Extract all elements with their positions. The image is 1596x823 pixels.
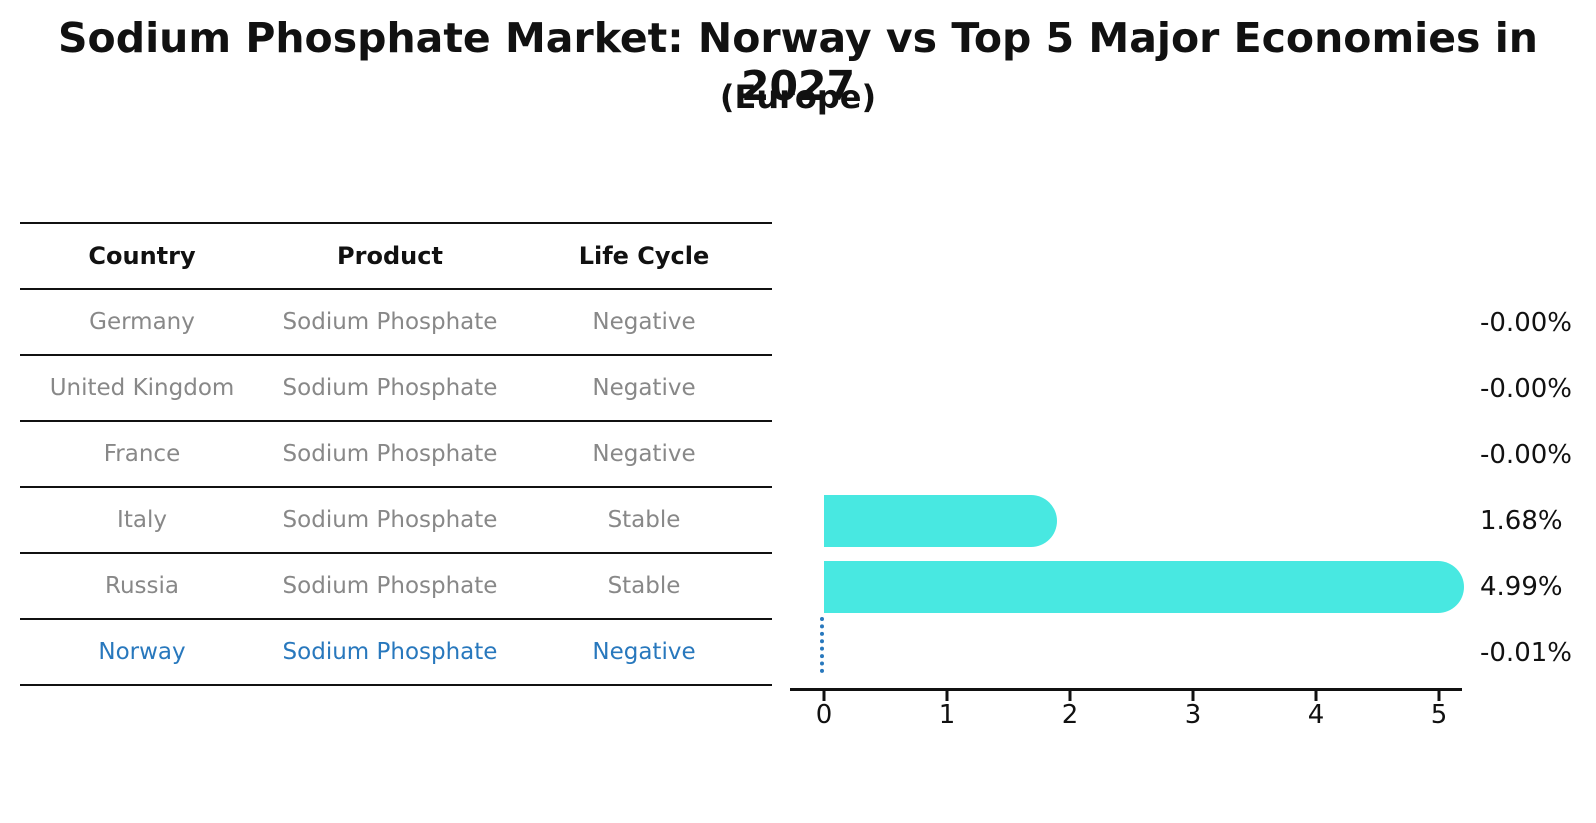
- country-table: Country Product Life Cycle Germany Sodium…: [20, 222, 772, 686]
- table-cell-country: Italy: [117, 507, 167, 533]
- table-body: Germany Sodium Phosphate Negative United Ki…: [20, 290, 772, 686]
- value-label: 4.99%: [1480, 572, 1563, 602]
- table-row: United Kingdom Sodium Phosphate Negative: [20, 356, 772, 422]
- table-cell-product: Sodium Phosphate: [282, 309, 498, 335]
- x-axis-tick: [1437, 691, 1441, 701]
- table-cell-country: Russia: [105, 573, 179, 599]
- x-axis-tick-label: 1: [938, 700, 956, 730]
- table-header-country: Country: [88, 242, 196, 270]
- table-cell-life-cycle: Negative: [592, 309, 696, 335]
- table-cell-product: Sodium Phosphate: [282, 441, 498, 467]
- table-cell-country: France: [103, 441, 181, 467]
- table-header-row: Country Product Life Cycle: [20, 222, 772, 290]
- x-axis-tick: [945, 691, 949, 701]
- x-axis-tick: [1068, 691, 1072, 701]
- table-header-product: Product: [337, 242, 443, 270]
- table-row: Russia Sodium Phosphate Stable: [20, 554, 772, 620]
- table-cell-country: United Kingdom: [49, 375, 235, 401]
- table-cell-life-cycle: Negative: [592, 639, 696, 665]
- table-cell-product: Sodium Phosphate: [282, 507, 498, 533]
- value-label: 1.68%: [1480, 506, 1563, 536]
- table-header-life-cycle: Life Cycle: [578, 242, 710, 270]
- table-cell-life-cycle: Stable: [607, 573, 681, 599]
- value-label: -0.00%: [1480, 374, 1572, 404]
- value-label: -0.00%: [1480, 440, 1572, 470]
- x-axis-tick-label: 3: [1184, 700, 1202, 730]
- table-cell-product: Sodium Phosphate: [282, 375, 498, 401]
- value-bar-russia: [824, 561, 1464, 613]
- value-bar-italy: [824, 495, 1057, 547]
- x-axis-tick: [822, 691, 826, 701]
- table-cell-life-cycle: Stable: [607, 507, 681, 533]
- table-cell-product: Sodium Phosphate: [282, 639, 498, 665]
- x-axis-tick: [1191, 691, 1195, 701]
- table-cell-country: Germany: [89, 309, 195, 335]
- x-axis-tick-label: 2: [1061, 700, 1079, 730]
- table-cell-product: Sodium Phosphate: [282, 573, 498, 599]
- table-cell-country: Norway: [98, 639, 186, 665]
- x-axis-tick-label: 5: [1430, 700, 1448, 730]
- table-row: Germany Sodium Phosphate Negative: [20, 290, 772, 356]
- table-row: France Sodium Phosphate Negative: [20, 422, 772, 488]
- value-label: -0.01%: [1480, 638, 1572, 668]
- chart-title: Sodium Phosphate Market: Norway vs Top 5…: [58, 14, 1538, 110]
- table-row: Norway Sodium Phosphate Negative: [20, 620, 772, 686]
- highlight-zero-marker: [820, 617, 824, 673]
- table-cell-life-cycle: Negative: [592, 375, 696, 401]
- table-cell-life-cycle: Negative: [592, 441, 696, 467]
- x-axis-tick-label: 0: [815, 700, 833, 730]
- value-label: -0.00%: [1480, 308, 1572, 338]
- table-row: Italy Sodium Phosphate Stable: [20, 488, 772, 554]
- chart-subtitle: (Europe): [719, 78, 877, 116]
- x-axis-tick: [1314, 691, 1318, 701]
- x-axis-line: [790, 688, 1462, 691]
- x-axis-tick-label: 4: [1307, 700, 1325, 730]
